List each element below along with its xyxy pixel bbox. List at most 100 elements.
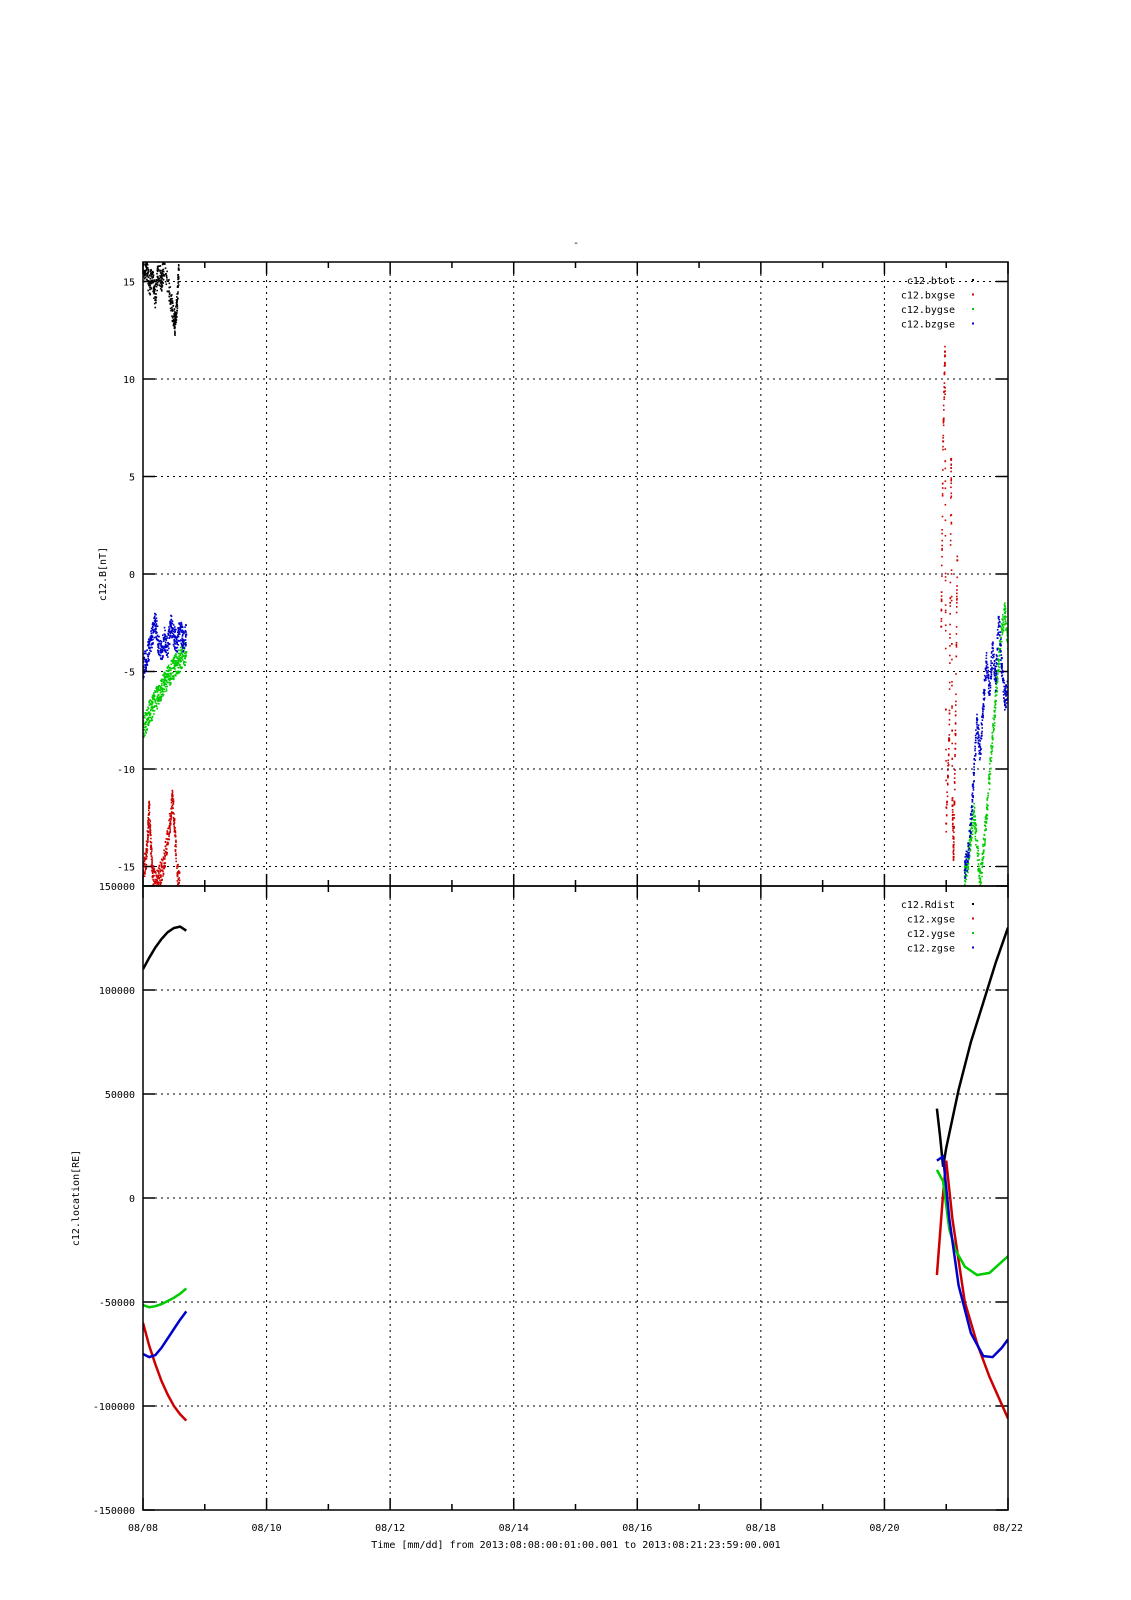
data-point: [162, 282, 164, 284]
data-point: [162, 678, 165, 681]
data-point: [153, 280, 156, 283]
data-point: [146, 719, 149, 722]
data-point: [145, 664, 147, 667]
data-point: [181, 631, 184, 633]
data-point: [988, 776, 991, 779]
data-point: [169, 681, 172, 684]
data-point: [977, 853, 980, 855]
data-point: [173, 640, 175, 642]
data-point: [993, 725, 996, 727]
data-point: [179, 666, 182, 668]
data-point: [175, 313, 178, 316]
data-point: [149, 283, 151, 286]
data-point: [168, 681, 171, 684]
data-point: [151, 862, 153, 864]
data-point: [172, 671, 174, 674]
legend-label: c12.bygse: [901, 305, 955, 316]
data-point: [165, 646, 168, 648]
data-point: [156, 882, 159, 885]
data-point: [986, 799, 989, 801]
data-point: [145, 725, 147, 728]
data-point: [1005, 690, 1008, 692]
data-point: [998, 624, 1000, 626]
data-point: [176, 636, 179, 638]
data-point: [942, 424, 945, 427]
data-point: [1000, 663, 1002, 665]
data-point: [158, 887, 160, 889]
data-point: [160, 273, 163, 276]
data-point: [173, 822, 176, 825]
data-point: [155, 876, 158, 878]
data-point: [173, 825, 176, 827]
data-point: [1005, 616, 1007, 618]
data-point: [1004, 623, 1007, 625]
data-point: [970, 838, 973, 841]
data-point: [984, 839, 986, 841]
data-point: [157, 635, 159, 638]
data-point: [179, 892, 181, 894]
data-point: [161, 634, 164, 637]
data-point: [941, 547, 943, 550]
data-point: [175, 860, 178, 863]
data-point: [942, 420, 945, 422]
data-point: [185, 644, 187, 647]
y-tick-label: -150000: [93, 1506, 135, 1517]
data-point: [991, 662, 994, 664]
data-point: [151, 866, 153, 869]
data-point: [945, 760, 947, 762]
data-point: [167, 664, 170, 667]
data-point: [991, 738, 994, 741]
data-point: [153, 705, 156, 708]
data-point: [162, 856, 165, 858]
data-point: [161, 647, 164, 649]
data-point: [942, 437, 944, 439]
data-point: [985, 652, 988, 654]
data-point: [170, 822, 172, 825]
y-tick-label: 150000: [99, 882, 135, 893]
data-point: [153, 695, 156, 698]
data-point: [949, 645, 951, 647]
data-point: [155, 285, 158, 288]
data-point: [158, 696, 161, 699]
data-point: [146, 837, 149, 839]
data-point: [147, 839, 149, 841]
data-point: [1000, 626, 1002, 628]
data-point: [173, 636, 176, 638]
legend-label: c12.bxgse: [901, 291, 955, 302]
data-point: [148, 282, 151, 285]
data-point: [990, 745, 992, 748]
data-point: [154, 619, 157, 622]
data-point: [1001, 675, 1003, 677]
data-point: [166, 279, 168, 281]
data-point: [175, 321, 177, 323]
data-point: [971, 783, 974, 786]
data-point: [991, 736, 994, 739]
data-point: [977, 745, 980, 748]
data-point: [995, 672, 998, 674]
data-point: [979, 757, 981, 759]
data-point: [950, 599, 953, 602]
data-point: [159, 884, 162, 886]
data-point: [171, 812, 173, 815]
data-point: [941, 544, 943, 547]
data-point: [990, 756, 993, 759]
data-point: [153, 297, 155, 300]
data-point: [147, 812, 150, 815]
data-point: [965, 862, 968, 865]
data-point: [143, 280, 146, 283]
data-point: [174, 315, 176, 317]
data-point: [950, 457, 953, 460]
data-point: [978, 865, 980, 868]
data-point: [950, 492, 953, 495]
data-point: [174, 318, 177, 321]
data-point: [952, 858, 955, 861]
data-point: [988, 777, 991, 780]
data-point: [164, 641, 167, 644]
data-point: [149, 636, 151, 638]
data-point: [170, 663, 172, 666]
data-point: [170, 660, 173, 662]
data-point: [166, 667, 169, 669]
data-point: [146, 838, 149, 840]
data-point: [148, 712, 150, 715]
data-point: [1001, 666, 1003, 668]
